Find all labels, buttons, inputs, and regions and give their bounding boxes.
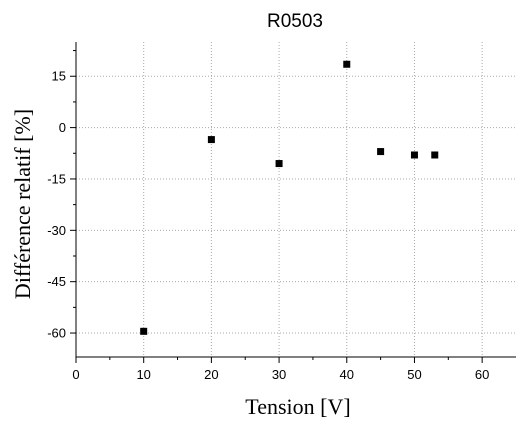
x-tick-label: 0 [72, 367, 79, 382]
y-tick-label: 0 [59, 120, 66, 135]
data-point [343, 60, 351, 68]
chart-title: R0503 [267, 11, 323, 32]
y-tick-label: -60 [47, 326, 66, 341]
y-tick-label: 15 [52, 69, 66, 84]
ticks: 0 10 20 30 40 50 60 15 0 -15 -30 -45 -60 [47, 50, 489, 382]
x-tick-label: 40 [340, 367, 354, 382]
y-axis-label: Différence relatif [%] [10, 109, 35, 299]
x-tick-label: 20 [204, 367, 218, 382]
y-tick-label: -30 [47, 223, 66, 238]
data-points [140, 60, 439, 335]
grid [76, 42, 516, 357]
y-tick-label: -45 [47, 274, 66, 289]
x-tick-label: 10 [136, 367, 150, 382]
axes [75, 42, 516, 358]
y-tick-label: -15 [47, 171, 66, 186]
x-tick-label: 60 [475, 367, 489, 382]
data-point [207, 136, 215, 144]
x-axis-label: Tension [V] [245, 394, 350, 419]
data-point [275, 160, 283, 168]
data-point [140, 327, 148, 335]
data-point [377, 148, 385, 156]
x-tick-label: 30 [272, 367, 286, 382]
data-point [410, 151, 418, 159]
data-point [431, 151, 439, 159]
x-tick-label: 50 [407, 367, 421, 382]
